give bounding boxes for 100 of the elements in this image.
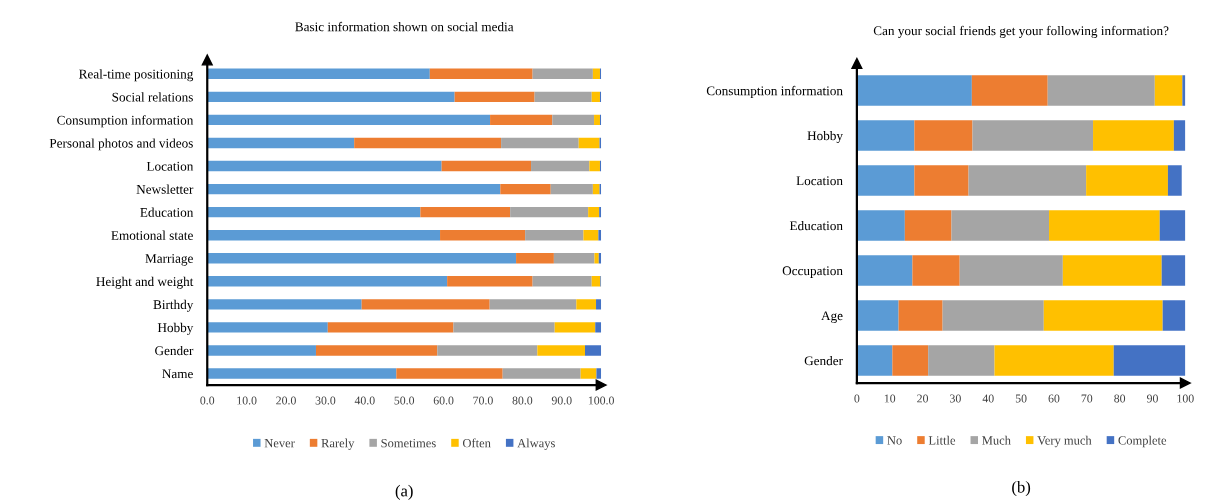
bar — [207, 345, 316, 356]
bar — [592, 183, 600, 195]
bar — [1086, 165, 1168, 196]
bar — [578, 137, 600, 149]
x-tick-label: 70.0 — [473, 396, 493, 405]
y-tick-label: Gender — [155, 345, 194, 356]
bar — [207, 368, 397, 379]
text: (a) — [395, 484, 413, 500]
y-tick-label: Age — [821, 311, 843, 323]
x-tick-label: 0 — [854, 394, 860, 403]
bar — [594, 253, 599, 264]
y-tick-label: Height and weight — [96, 276, 194, 289]
bar — [972, 120, 1094, 151]
bar — [207, 137, 355, 149]
bar — [928, 345, 995, 376]
bar — [447, 276, 533, 287]
bar — [531, 160, 590, 172]
bar — [525, 230, 584, 241]
x-tick-label: 60 — [1048, 394, 1060, 403]
bar — [583, 230, 599, 241]
bar — [856, 75, 972, 106]
x-tick-label: 10.0 — [237, 396, 257, 405]
bar — [207, 299, 362, 310]
chart-title: Can your social friends get your following information? — [873, 25, 1169, 38]
bar — [550, 183, 593, 195]
bar — [207, 276, 448, 287]
bar — [510, 206, 589, 218]
x-tick-label: 40 — [982, 394, 994, 403]
x-tick-label: 0.0 — [200, 396, 215, 405]
legend-label: Always — [517, 438, 555, 450]
bar — [1047, 75, 1155, 106]
bar — [207, 160, 442, 172]
bar — [576, 299, 597, 310]
bar — [912, 255, 960, 286]
bar — [959, 255, 1063, 286]
y-tick-label: Location — [146, 161, 194, 171]
x-tick-label: 30 — [950, 394, 961, 403]
bar — [1113, 345, 1186, 376]
bar — [500, 183, 551, 195]
bar — [1161, 255, 1186, 286]
bar — [588, 206, 600, 218]
bar — [1093, 120, 1174, 151]
bar — [898, 300, 943, 331]
bar — [1182, 75, 1186, 106]
bar — [1162, 300, 1186, 331]
x-tick-label: 50 — [1015, 394, 1027, 403]
y-tick-label: Gender — [804, 355, 843, 366]
bar — [396, 368, 503, 379]
bar — [453, 322, 555, 333]
bar — [592, 68, 600, 79]
bar — [429, 68, 533, 79]
y-tick-label: Education — [789, 220, 843, 231]
bar — [207, 183, 501, 195]
bar — [315, 345, 438, 356]
x-tick-label: 40.0 — [354, 396, 375, 405]
legend-label: Never — [264, 439, 295, 448]
bar — [585, 345, 602, 356]
x-tick-label: 90.0 — [551, 396, 572, 405]
y-tick-label: Social relations — [112, 92, 193, 102]
legend-label: No — [887, 436, 902, 445]
x-tick-label: 100.0 — [588, 396, 614, 405]
bar — [971, 75, 1048, 106]
x-tick-label: 20 — [917, 394, 929, 403]
x-tick-label: 50.0 — [394, 396, 415, 405]
bar — [454, 91, 535, 103]
bar — [1062, 255, 1162, 286]
x-tick-label: 80.0 — [512, 396, 533, 405]
bar — [361, 299, 490, 310]
bar — [207, 68, 430, 79]
bar — [1173, 120, 1186, 151]
text: (b) — [1012, 480, 1031, 497]
y-tick-label: Hobby — [807, 130, 843, 143]
bar — [904, 210, 952, 241]
y-tick-label: Name — [162, 369, 193, 379]
bar — [440, 230, 526, 241]
y-tick-label: Location — [796, 176, 843, 186]
bar — [598, 230, 602, 241]
x-tick-label: 10 — [884, 394, 896, 403]
x-tick-label: 60.0 — [433, 396, 454, 405]
bar — [554, 322, 596, 333]
bar — [591, 91, 600, 103]
legend-label: Complete — [1118, 435, 1167, 448]
bar — [589, 160, 600, 172]
bar — [856, 210, 905, 241]
bar — [856, 255, 913, 286]
bar — [207, 253, 517, 264]
legend-label: Rarely — [321, 438, 355, 450]
bar — [1154, 75, 1183, 106]
bar — [1167, 165, 1182, 196]
y-tick-label: Emotional state — [111, 230, 193, 240]
bar — [856, 345, 893, 376]
bar — [914, 120, 973, 151]
bar — [437, 345, 538, 356]
y-tick-label: Marriage — [145, 254, 193, 266]
bar — [501, 137, 579, 149]
legend-label: Often — [462, 438, 491, 448]
x-tick-label: 80 — [1114, 394, 1126, 403]
bar — [532, 276, 592, 287]
bar — [516, 253, 554, 264]
bar — [968, 165, 1087, 196]
